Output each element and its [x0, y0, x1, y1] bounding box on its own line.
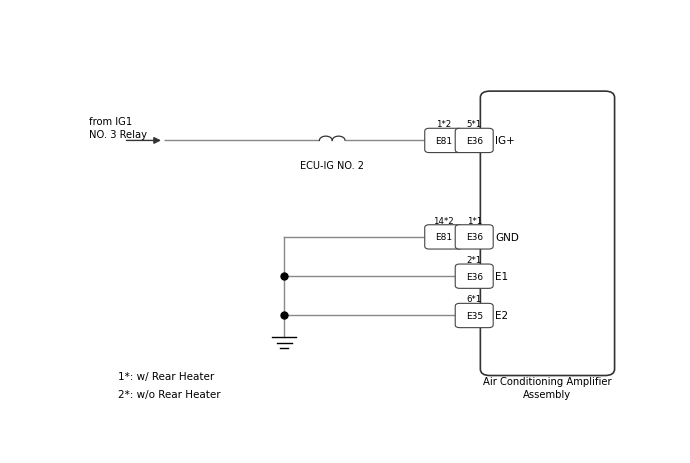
FancyBboxPatch shape — [455, 129, 493, 153]
Text: 1*1: 1*1 — [466, 216, 482, 225]
FancyBboxPatch shape — [455, 225, 493, 250]
Text: E81: E81 — [435, 233, 452, 242]
Text: 2*1: 2*1 — [466, 256, 482, 264]
Text: 1*2: 1*2 — [436, 120, 451, 129]
Text: 2*: w/o Rear Heater: 2*: w/o Rear Heater — [119, 389, 221, 399]
FancyBboxPatch shape — [455, 304, 493, 328]
Text: 1*: w/ Rear Heater: 1*: w/ Rear Heater — [119, 371, 215, 381]
Text: from IG1
NO. 3 Relay: from IG1 NO. 3 Relay — [89, 117, 147, 139]
Text: E1: E1 — [495, 272, 509, 282]
Text: E2: E2 — [495, 311, 509, 321]
FancyBboxPatch shape — [480, 92, 615, 375]
Text: E36: E36 — [466, 137, 483, 145]
FancyBboxPatch shape — [425, 225, 463, 250]
Text: E35: E35 — [466, 311, 483, 320]
Text: 14*2: 14*2 — [433, 216, 454, 225]
Text: 5*1: 5*1 — [466, 120, 482, 129]
Text: GND: GND — [495, 232, 519, 242]
Text: E36: E36 — [466, 233, 483, 242]
FancyBboxPatch shape — [455, 264, 493, 289]
Text: E81: E81 — [435, 137, 452, 145]
FancyBboxPatch shape — [425, 129, 463, 153]
Text: 6*1: 6*1 — [466, 295, 482, 304]
Text: E36: E36 — [466, 272, 483, 281]
Text: ECU-IG NO. 2: ECU-IG NO. 2 — [300, 161, 364, 171]
Text: IG+: IG+ — [495, 136, 515, 146]
Text: Air Conditioning Amplifier
Assembly: Air Conditioning Amplifier Assembly — [483, 376, 612, 400]
